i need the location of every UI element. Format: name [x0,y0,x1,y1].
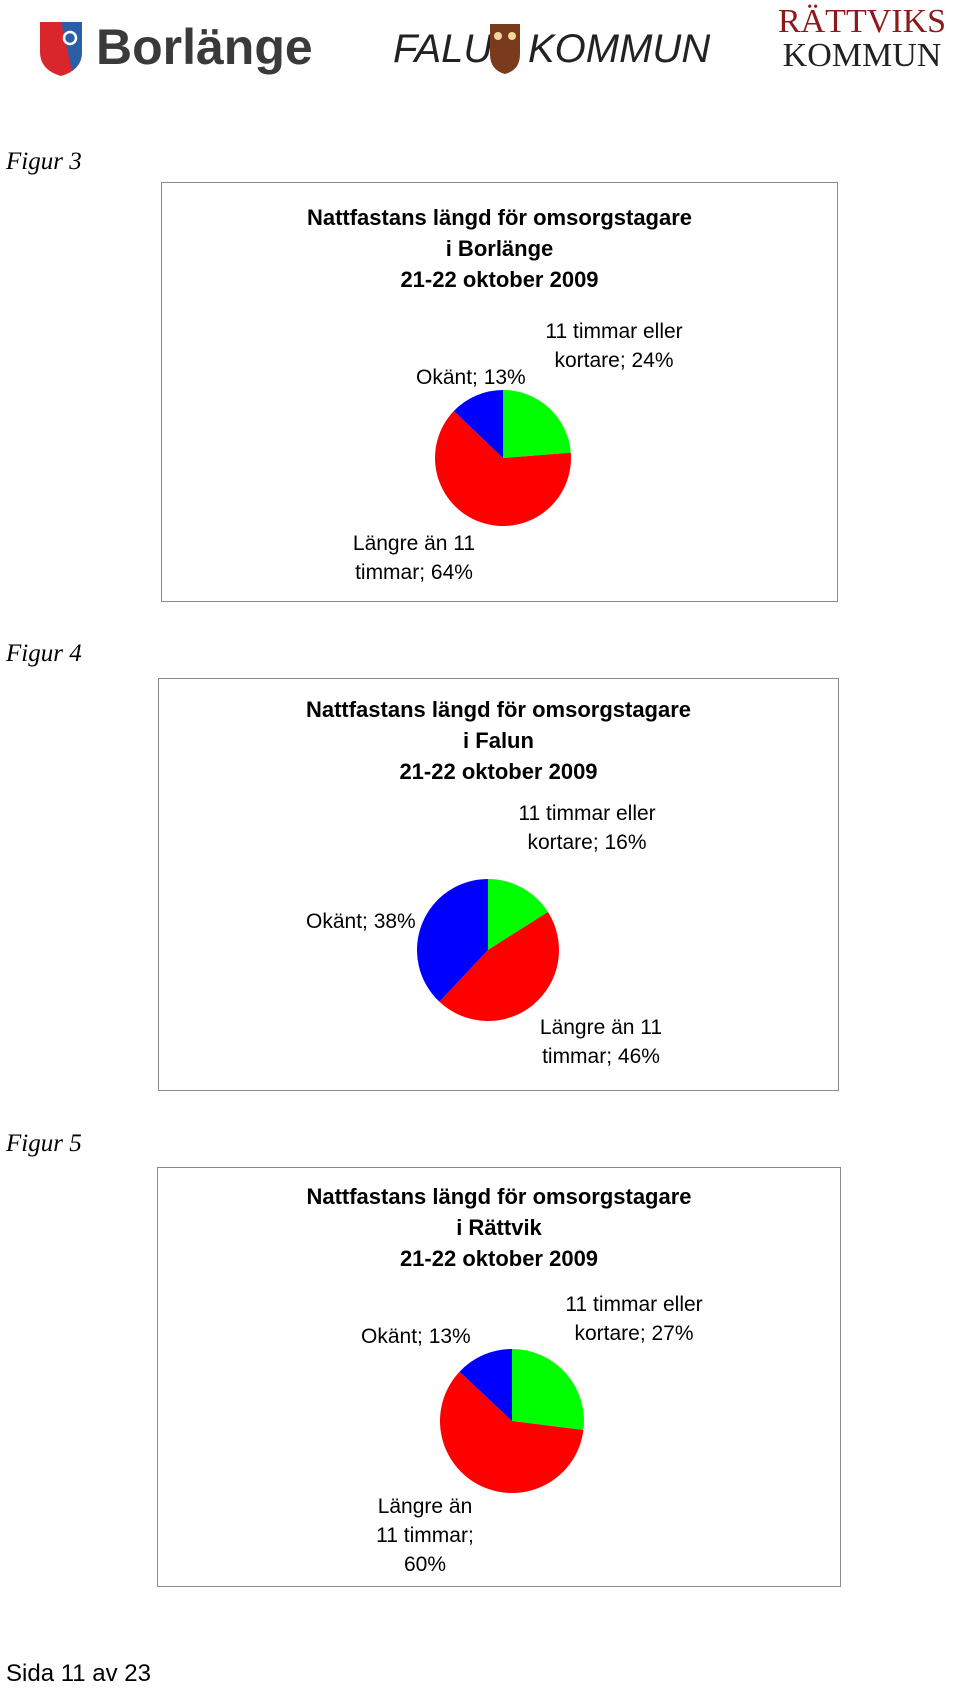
pie-slice [453,390,503,458]
logo-text: RÄTTVIKS [778,3,946,40]
pie-slice [488,879,548,950]
chart-title: Nattfastans längd för omsorgstagare [305,697,692,722]
data-label: 11 timmar eller kortare; 16% [518,802,656,854]
pie-slice [503,390,571,458]
logo-text: KOMMUN [528,27,710,71]
data-label: Okänt; 38% [306,910,416,933]
pie-slice [417,879,488,1002]
chart-title: Nattfastans längd för omsorgstagare [306,1184,692,1209]
chart-title: i Falun [463,728,534,753]
logo-text: Borlänge [96,19,313,75]
pie-chart [440,1349,584,1493]
pie-slice [435,411,571,526]
figure-label: Figur 4 [6,640,82,667]
falu-symbol [494,32,502,40]
data-label: Längre än 11 timmar; 60% [376,1495,474,1576]
falu-shield [490,24,520,74]
chart-title: Nattfastans längd för omsorgstagare [306,205,693,230]
chart-box: Nattfastans längd för omsorgstagare i Bor… [161,182,838,602]
pie-slice [512,1349,584,1431]
page-footer: Sida 11 av 23 [6,1660,151,1687]
data-label: Längre än 11 timmar; 46% [539,1016,663,1068]
logo-text: KOMMUN [783,37,942,74]
pie-slice [440,1371,584,1493]
pie-slice [459,1349,512,1421]
chart-title: 21-22 oktober 2009 [400,267,599,292]
data-label: Okänt; 13% [361,1325,471,1348]
figure-label: Figur 3 [6,148,82,175]
data-label: Längre än 11 timmar; 64% [352,532,476,584]
pie-chart [435,390,571,526]
chart-title: i Borlänge [445,236,554,261]
chart-box: Nattfastans längd för omsorgstagare i Rät… [157,1167,841,1587]
falu-symbol [508,32,516,40]
figure-label: Figur 5 [6,1130,82,1157]
chart-title: 21-22 oktober 2009 [399,759,598,784]
chart-title: i Rättvik [456,1215,542,1240]
header: Borlänge FALU KOMMUN RÄTTVIKS KOMMUN [40,3,946,76]
pie-slice [439,911,559,1021]
chart-title: 21-22 oktober 2009 [399,1246,599,1271]
logo-text: FALU [393,27,493,71]
borlange-symbol [62,30,78,46]
data-label: 11 timmar eller kortare; 24% [545,320,683,372]
data-label: Okänt; 13% [416,366,526,389]
chart-box: Nattfastans längd för omsorgstagare i Fal… [158,678,839,1091]
pie-chart [417,879,559,1021]
data-label: 11 timmar eller kortare; 27% [565,1293,703,1345]
